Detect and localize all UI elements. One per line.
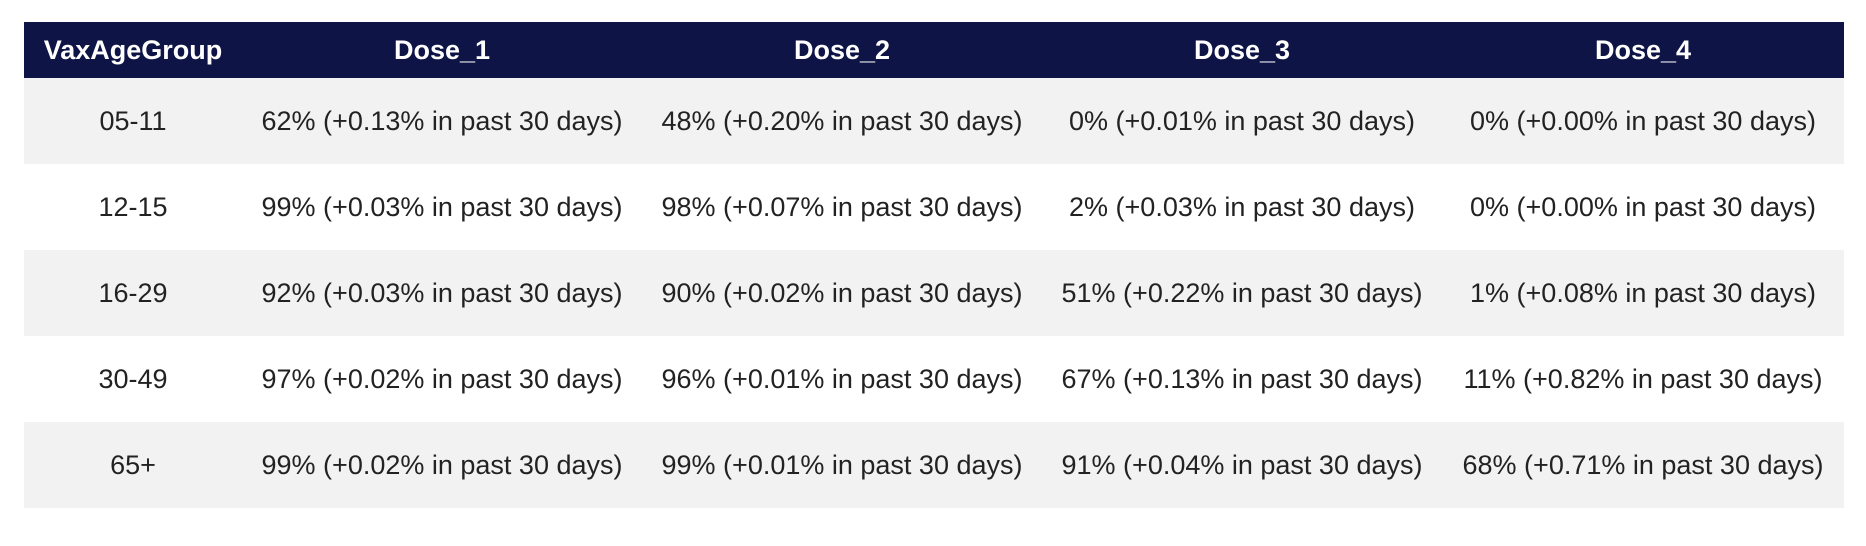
table-row: 12-15 99% (+0.03% in past 30 days) 98% (… bbox=[24, 164, 1844, 250]
vaccination-table-container: VaxAgeGroup Dose_1 Dose_2 Dose_3 Dose_4 … bbox=[24, 22, 1844, 508]
table-header: VaxAgeGroup Dose_1 Dose_2 Dose_3 Dose_4 bbox=[24, 22, 1844, 78]
header-row: VaxAgeGroup Dose_1 Dose_2 Dose_3 Dose_4 bbox=[24, 22, 1844, 78]
cell-dose-2: 99% (+0.01% in past 30 days) bbox=[642, 422, 1042, 508]
table-body: 05-11 62% (+0.13% in past 30 days) 48% (… bbox=[24, 78, 1844, 508]
cell-dose-3: 67% (+0.13% in past 30 days) bbox=[1042, 336, 1442, 422]
table-row: 65+ 99% (+0.02% in past 30 days) 99% (+0… bbox=[24, 422, 1844, 508]
cell-dose-4: 0% (+0.00% in past 30 days) bbox=[1442, 164, 1844, 250]
cell-dose-2: 90% (+0.02% in past 30 days) bbox=[642, 250, 1042, 336]
header-dose-1: Dose_1 bbox=[242, 22, 642, 78]
cell-dose-2: 98% (+0.07% in past 30 days) bbox=[642, 164, 1042, 250]
cell-dose-2: 96% (+0.01% in past 30 days) bbox=[642, 336, 1042, 422]
cell-dose-3: 2% (+0.03% in past 30 days) bbox=[1042, 164, 1442, 250]
cell-age-group: 30-49 bbox=[24, 336, 242, 422]
table-row: 16-29 92% (+0.03% in past 30 days) 90% (… bbox=[24, 250, 1844, 336]
header-dose-3: Dose_3 bbox=[1042, 22, 1442, 78]
cell-dose-1: 99% (+0.03% in past 30 days) bbox=[242, 164, 642, 250]
cell-age-group: 12-15 bbox=[24, 164, 242, 250]
cell-age-group: 16-29 bbox=[24, 250, 242, 336]
cell-dose-3: 51% (+0.22% in past 30 days) bbox=[1042, 250, 1442, 336]
cell-dose-1: 99% (+0.02% in past 30 days) bbox=[242, 422, 642, 508]
header-dose-2: Dose_2 bbox=[642, 22, 1042, 78]
cell-dose-1: 62% (+0.13% in past 30 days) bbox=[242, 78, 642, 164]
cell-age-group: 05-11 bbox=[24, 78, 242, 164]
cell-dose-4: 0% (+0.00% in past 30 days) bbox=[1442, 78, 1844, 164]
table-row: 05-11 62% (+0.13% in past 30 days) 48% (… bbox=[24, 78, 1844, 164]
cell-dose-4: 11% (+0.82% in past 30 days) bbox=[1442, 336, 1844, 422]
table-row: 30-49 97% (+0.02% in past 30 days) 96% (… bbox=[24, 336, 1844, 422]
cell-dose-3: 0% (+0.01% in past 30 days) bbox=[1042, 78, 1442, 164]
cell-dose-2: 48% (+0.20% in past 30 days) bbox=[642, 78, 1042, 164]
cell-dose-4: 1% (+0.08% in past 30 days) bbox=[1442, 250, 1844, 336]
cell-dose-3: 91% (+0.04% in past 30 days) bbox=[1042, 422, 1442, 508]
vaccination-table: VaxAgeGroup Dose_1 Dose_2 Dose_3 Dose_4 … bbox=[24, 22, 1844, 508]
cell-age-group: 65+ bbox=[24, 422, 242, 508]
cell-dose-1: 92% (+0.03% in past 30 days) bbox=[242, 250, 642, 336]
cell-dose-4: 68% (+0.71% in past 30 days) bbox=[1442, 422, 1844, 508]
header-vax-age-group: VaxAgeGroup bbox=[24, 22, 242, 78]
header-dose-4: Dose_4 bbox=[1442, 22, 1844, 78]
cell-dose-1: 97% (+0.02% in past 30 days) bbox=[242, 336, 642, 422]
